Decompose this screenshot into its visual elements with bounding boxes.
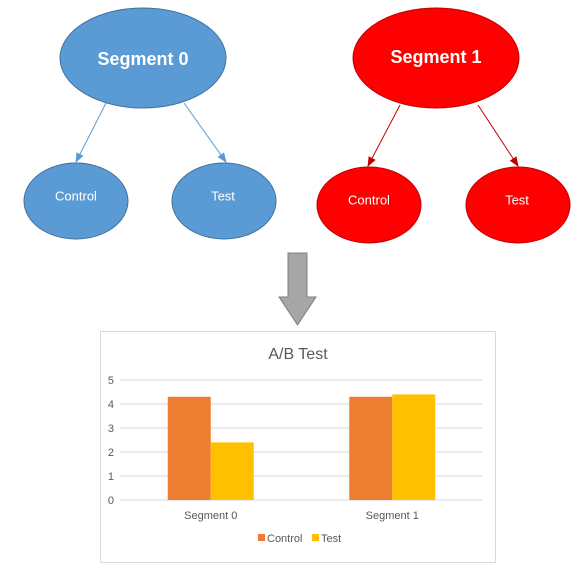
bar-test-0 [210,442,254,500]
segment0-label: Segment 0 [97,49,188,69]
segment1-test-label: Test [505,192,529,207]
segment0-test-node [171,162,277,240]
bar-test-1 [392,394,436,500]
down-arrow-icon [278,252,317,326]
chart-bars [167,394,436,500]
y-tick-label: 4 [108,399,114,411]
y-tick-label: 1 [108,471,114,483]
bar-control-0 [167,396,211,500]
segment0-to-control-edge [75,102,107,163]
chart-legend: Control Test [258,533,341,545]
segment1-tree: Segment 1 Control Test [316,7,571,244]
legend-label-test: Test [321,533,341,545]
segment1-to-test-edge [477,104,519,167]
segment0-control-node [23,162,129,240]
bar-control-1 [349,396,393,500]
segment1-to-control-edge [367,104,401,167]
segment0-to-test-edge [183,102,227,163]
y-axis-ticks: 0 1 2 3 4 5 [108,375,114,507]
segment0-tree: Segment 0 Control Test [23,7,277,240]
y-tick-label: 2 [108,447,114,459]
chart-frame [100,331,496,563]
segment0-control-label: Control [55,188,97,203]
ab-test-chart: A/B Test 0 1 2 3 4 5 Segment 0 Segment 1 Contr… [100,331,496,563]
y-tick-label: 3 [108,423,114,435]
x-tick-label: Segment 1 [366,510,419,522]
legend-swatch-control [258,534,265,541]
segment0-test-label: Test [211,188,235,203]
segment1-control-node [316,166,422,244]
y-tick-label: 5 [108,375,114,387]
legend-label-control: Control [267,533,302,545]
segment1-node [352,7,520,109]
segment1-control-label: Control [348,192,390,207]
legend-swatch-test [312,534,319,541]
y-tick-label: 0 [108,495,114,507]
segment1-test-node [465,166,571,244]
x-axis-ticks: Segment 0 Segment 1 [184,510,419,522]
segment0-node [59,7,227,109]
chart-title: A/B Test [268,346,328,363]
segment1-label: Segment 1 [390,47,481,67]
x-tick-label: Segment 0 [184,510,237,522]
